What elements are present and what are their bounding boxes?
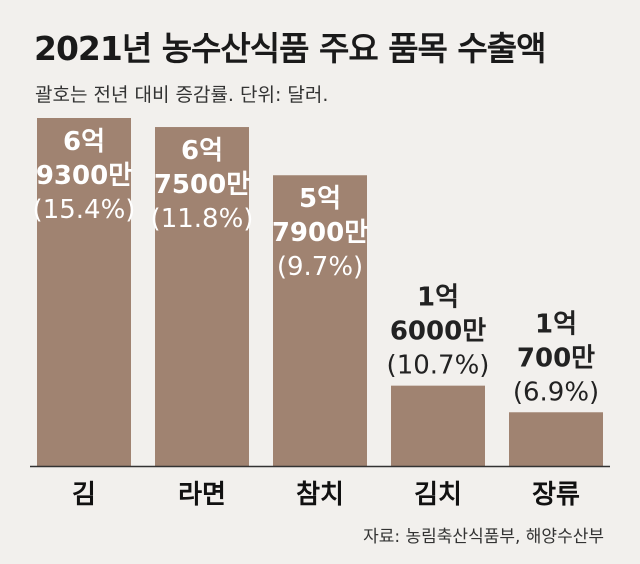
category-label-2: 라면 <box>178 480 226 510</box>
bar-4 <box>391 385 485 466</box>
bar-1-value-label: 9300만 <box>36 161 132 191</box>
chart-title: 2021년 농수산식품 주요 품목 수출액 <box>34 29 546 68</box>
chart-subtitle: 괄호는 전년 대비 증감률. 단위: 달러. <box>35 84 329 106</box>
bar-2 <box>155 127 249 466</box>
bar-2-value-label: 7500만 <box>154 170 250 200</box>
bar-5 <box>509 412 603 466</box>
bar-4-value-label: (10.7%) <box>387 351 490 381</box>
bar-3 <box>273 175 367 466</box>
bar-5-value-label: 1억 <box>535 309 577 339</box>
bar-3-value-label: 7900만 <box>272 218 368 248</box>
category-label-1: 김 <box>72 480 96 510</box>
bar-2-value-label: (11.8%) <box>151 204 254 234</box>
bar-5-value-label: (6.9%) <box>513 377 599 407</box>
category-label-3: 참치 <box>296 480 344 510</box>
bar-2-value-label: 6억 <box>181 136 223 166</box>
bar-1-value-label: 6억 <box>63 127 105 157</box>
bar-1-value-label: (15.4%) <box>33 195 136 225</box>
bar-5-value-label: 700만 <box>517 343 595 373</box>
source-note: 자료: 농림축산식품부, 해양수산부 <box>363 527 604 547</box>
category-label-4: 김치 <box>414 480 462 510</box>
bar-3-value-label: (9.7%) <box>277 252 363 282</box>
bar-4-value-label: 6000만 <box>390 317 486 347</box>
category-label-5: 장류 <box>532 480 580 510</box>
bar-1 <box>37 118 131 466</box>
bar-4-value-label: 1억 <box>417 283 459 313</box>
bar-3-value-label: 5억 <box>299 184 341 214</box>
